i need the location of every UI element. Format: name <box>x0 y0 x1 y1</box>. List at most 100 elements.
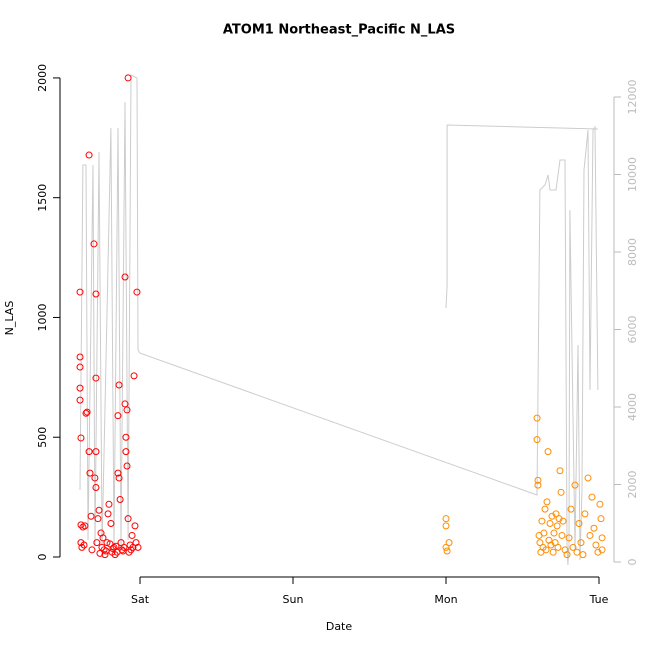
point <box>586 531 594 539</box>
point <box>103 539 111 547</box>
point <box>76 396 84 404</box>
x-tick-label: Tue <box>589 593 609 606</box>
y2-tick-label: 8000 <box>626 238 639 266</box>
point <box>546 519 554 527</box>
point <box>77 434 85 442</box>
point <box>91 474 99 482</box>
point <box>553 522 561 530</box>
point <box>581 510 589 518</box>
point <box>90 240 98 248</box>
y-tick-label: 500 <box>36 427 49 448</box>
point <box>92 374 100 382</box>
y-tick-label: 1500 <box>36 184 49 212</box>
point <box>130 372 138 380</box>
y2-tick-label: 10000 <box>626 157 639 192</box>
y-tick-label: 2000 <box>36 64 49 92</box>
point <box>78 543 86 551</box>
x-axis-label: Date <box>326 620 353 633</box>
y2-tick-label: 12000 <box>626 80 639 115</box>
point <box>114 469 122 477</box>
point <box>123 406 131 414</box>
point <box>81 522 89 530</box>
point <box>85 448 93 456</box>
point <box>134 543 142 551</box>
point <box>558 531 566 539</box>
point <box>99 534 107 542</box>
point <box>121 273 129 281</box>
point <box>122 448 130 456</box>
chart-title: ATOM1 Northeast_Pacific N_LAS <box>223 23 455 38</box>
point <box>598 546 606 554</box>
point <box>552 510 560 518</box>
point <box>533 414 541 422</box>
point <box>114 412 122 420</box>
point <box>95 506 103 514</box>
point <box>121 400 129 408</box>
point <box>87 512 95 520</box>
point <box>577 539 585 547</box>
point <box>77 521 85 529</box>
point <box>598 534 606 542</box>
point <box>549 548 557 556</box>
point <box>94 515 102 523</box>
point <box>120 543 128 551</box>
point <box>93 539 101 547</box>
point <box>442 543 450 551</box>
point <box>83 408 91 416</box>
point <box>442 522 450 530</box>
point <box>538 517 546 525</box>
point <box>597 515 605 523</box>
y2-tick-label: 0 <box>626 559 639 566</box>
point <box>596 500 604 508</box>
x-tick-label: Mon <box>434 593 457 606</box>
point <box>92 290 100 298</box>
point <box>592 541 600 549</box>
point <box>556 467 564 475</box>
point <box>550 529 558 537</box>
point <box>542 546 550 554</box>
point <box>107 519 115 527</box>
point <box>82 409 90 417</box>
point <box>533 436 541 444</box>
point <box>92 448 100 456</box>
point <box>563 551 571 559</box>
series-line <box>79 74 599 566</box>
point <box>102 547 110 555</box>
point <box>590 524 598 532</box>
point <box>80 541 88 549</box>
point <box>115 474 123 482</box>
point <box>92 484 100 492</box>
point <box>76 363 84 371</box>
point <box>554 543 562 551</box>
point <box>540 529 548 537</box>
point <box>442 515 450 523</box>
point <box>115 381 123 389</box>
y-axis-label: N_LAS <box>3 301 16 336</box>
point <box>85 151 93 159</box>
point <box>543 498 551 506</box>
point <box>124 515 132 523</box>
point <box>122 433 130 441</box>
point <box>443 547 451 555</box>
point <box>123 462 131 470</box>
point <box>104 510 112 518</box>
point <box>129 543 137 551</box>
point <box>88 546 96 554</box>
y2-tick-label: 4000 <box>626 393 639 421</box>
x-tick-label: Sat <box>131 593 150 606</box>
point <box>76 353 84 361</box>
point <box>557 488 565 496</box>
point <box>544 448 552 456</box>
point <box>559 517 567 525</box>
y2-tick-label: 2000 <box>626 471 639 499</box>
point <box>565 534 573 542</box>
point <box>575 519 583 527</box>
point <box>573 548 581 556</box>
point <box>571 481 579 489</box>
y2-tick-label: 6000 <box>626 316 639 344</box>
point <box>534 476 542 484</box>
point <box>588 493 596 501</box>
point <box>579 551 587 559</box>
